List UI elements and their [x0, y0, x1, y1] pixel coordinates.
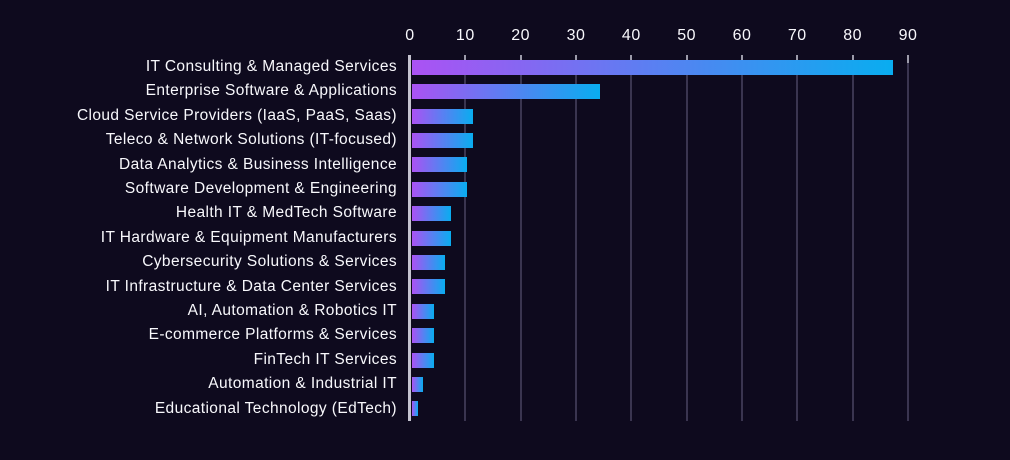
bar — [412, 157, 468, 173]
x-tick-label: 10 — [455, 27, 475, 44]
gridline — [685, 63, 688, 421]
x-tick-label: 0 — [405, 27, 415, 44]
bar — [412, 132, 473, 148]
gridline — [906, 63, 909, 421]
bar — [412, 303, 435, 319]
category-label: Software Development & Engineering — [124, 180, 397, 197]
category-labels: IT Consulting & Managed Services Enterpri… — [0, 55, 397, 421]
axis-tick-mark — [630, 55, 633, 63]
axis-tick-mark — [464, 55, 467, 63]
bar — [412, 254, 446, 270]
category-label: Cybersecurity Solutions & Services — [142, 253, 397, 271]
category-label: FinTech IT Services — [253, 350, 397, 368]
plot-area — [408, 55, 986, 421]
bar — [412, 108, 473, 124]
gridline — [519, 63, 522, 421]
category-label: Teleco & Network Solutions (IT-focused) — [105, 131, 397, 149]
gridline — [464, 63, 467, 421]
category-label: IT Consulting & Managed Services — [145, 58, 397, 75]
bar — [412, 401, 418, 417]
category-label: Cloud Service Providers (IaaS, PaaS, Saa… — [76, 106, 397, 124]
gridline — [740, 63, 743, 421]
x-axis: 0 10 20 30 40 50 60 70 80 90 — [0, 24, 1010, 48]
bar — [412, 206, 451, 222]
bar — [412, 352, 435, 368]
bar — [412, 181, 468, 197]
x-tick-label: 80 — [843, 27, 863, 44]
gridline — [851, 63, 854, 421]
bar — [412, 279, 446, 295]
category-label: E-commerce Platforms & Services — [148, 326, 397, 344]
category-label: IT Hardware & Equipment Manufacturers — [100, 228, 397, 246]
bar — [412, 59, 894, 75]
x-tick-label: 20 — [511, 27, 531, 44]
axis-tick-mark — [851, 55, 854, 63]
x-tick-label: 50 — [677, 27, 697, 44]
bar — [412, 84, 601, 100]
category-label: Data Analytics & Business Intelligence — [119, 155, 397, 173]
category-label: Educational Technology (EdTech) — [154, 399, 397, 417]
x-tick-label: 60 — [732, 27, 752, 44]
axis-tick-mark — [574, 55, 577, 63]
category-label: Enterprise Software & Applications — [145, 82, 397, 100]
category-label: IT Infrastructure & Data Center Services — [105, 277, 397, 295]
bar — [412, 376, 424, 392]
gridline — [630, 63, 633, 421]
category-label: Automation & Industrial IT — [208, 375, 397, 393]
x-tick-label: 70 — [787, 27, 807, 44]
category-label: AI, Automation & Robotics IT — [187, 302, 397, 319]
axis-tick-mark — [519, 55, 522, 63]
bar — [412, 230, 451, 246]
axis-tick-mark — [740, 55, 743, 63]
category-label: Health IT & MedTech Software — [175, 204, 397, 222]
x-tick-label: 30 — [566, 27, 586, 44]
axis-tick-mark — [906, 55, 909, 63]
x-tick-label: 90 — [898, 27, 918, 44]
gridline — [574, 63, 577, 421]
axis-tick-mark — [796, 55, 799, 63]
y-axis-line — [408, 55, 411, 421]
x-tick-label: 40 — [621, 27, 641, 44]
bar — [412, 328, 435, 344]
gridline — [796, 63, 799, 421]
axis-tick-mark — [685, 55, 688, 63]
